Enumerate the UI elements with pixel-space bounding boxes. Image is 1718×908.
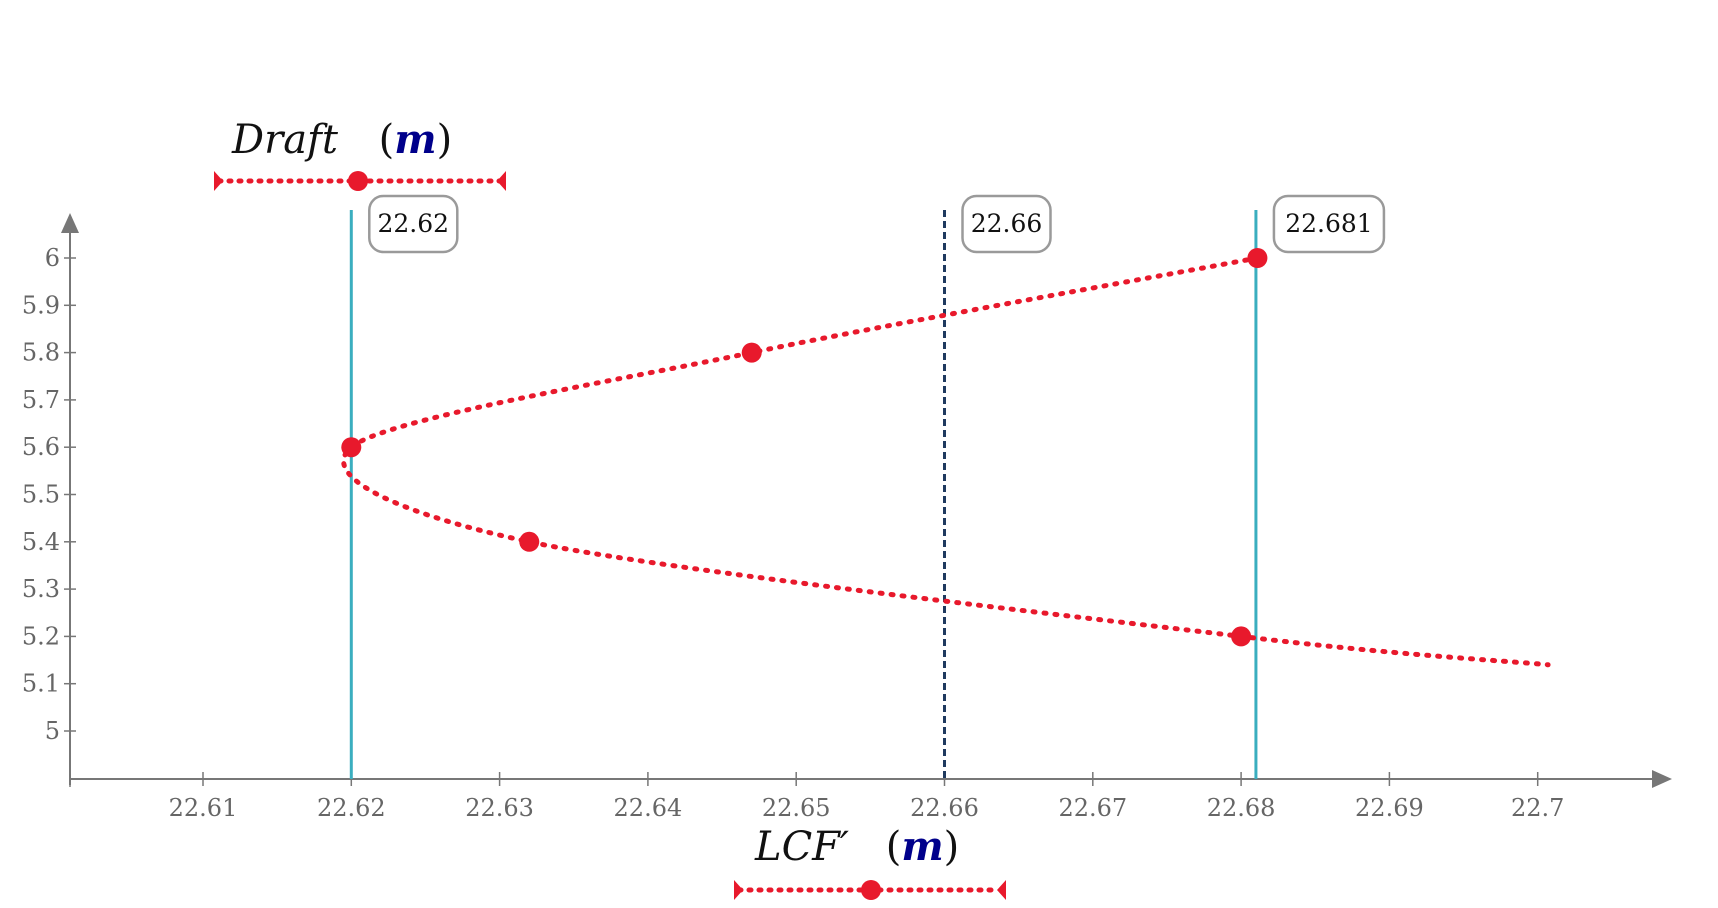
marker-label-box bbox=[1272, 194, 1386, 254]
y-tick-label: 5.2 bbox=[22, 622, 60, 650]
y-ticks-group: 5 5.1 5.2 5.3 5.4 5.5 5.6 5.7 5.8 5.9 6 bbox=[22, 244, 76, 745]
y-tick-label: 5.1 bbox=[22, 670, 60, 698]
y-tick-label: 5.4 bbox=[22, 528, 60, 556]
marker-label: 22.681 bbox=[1285, 209, 1372, 238]
y-tick-label: 5.6 bbox=[22, 433, 60, 461]
data-point bbox=[741, 342, 762, 363]
slider-right-end-icon bbox=[497, 171, 506, 191]
y-axis-arrow-icon bbox=[61, 213, 79, 233]
data-point bbox=[341, 437, 362, 458]
marker-label-box bbox=[961, 194, 1052, 254]
data-point bbox=[519, 531, 540, 552]
marker-label-box bbox=[368, 194, 459, 254]
x-tick-label: 22.67 bbox=[1058, 794, 1127, 822]
x-tick-label: 22.61 bbox=[169, 794, 238, 822]
x-tick-label: 22.62 bbox=[317, 794, 386, 822]
y-tick-label: 5.5 bbox=[22, 481, 60, 509]
x-axis-legend-slider bbox=[734, 880, 1006, 900]
axes-group bbox=[61, 213, 1672, 788]
data-point bbox=[1231, 626, 1252, 647]
y-axis-unit: m bbox=[394, 116, 436, 163]
data-point bbox=[1247, 248, 1268, 268]
x-tick-label: 22.64 bbox=[614, 794, 683, 822]
y-tick-label: 5.7 bbox=[22, 386, 60, 414]
x-tick-label: 22.7 bbox=[1511, 794, 1564, 822]
series-curve bbox=[341, 255, 1551, 668]
x-axis-title: LCF′ (m) bbox=[754, 823, 959, 870]
series-group bbox=[341, 248, 1551, 668]
slider-knob-icon bbox=[348, 171, 368, 191]
x-tick-label: 22.66 bbox=[910, 794, 979, 822]
y-tick-label: 5.8 bbox=[22, 339, 60, 367]
slider-left-end-icon bbox=[214, 171, 223, 191]
x-ticks-group: 22.61 22.62 22.63 22.64 22.65 22.66 22.67 22.68… bbox=[69, 772, 1564, 822]
x-tick-label: 22.63 bbox=[465, 794, 534, 822]
x-tick-label: 22.65 bbox=[762, 794, 831, 822]
marker-label: 22.62 bbox=[378, 209, 450, 238]
x-tick-label: 22.69 bbox=[1355, 794, 1424, 822]
y-tick-label: 5.9 bbox=[22, 291, 60, 319]
x-axis-arrow-icon bbox=[1652, 770, 1672, 788]
slider-left-end-icon bbox=[734, 880, 743, 900]
y-axis-legend-slider bbox=[214, 171, 506, 191]
y-axis-title-text: Draft bbox=[231, 117, 339, 163]
x-tick-label: 22.68 bbox=[1207, 794, 1276, 822]
y-tick-label: 5 bbox=[45, 717, 60, 745]
x-axis-title-text: LCF′ bbox=[754, 824, 849, 870]
y-axis-title: Draft (m) bbox=[231, 116, 452, 163]
x-axis-unit: m bbox=[901, 823, 943, 870]
y-tick-label: 5.3 bbox=[22, 575, 60, 603]
slider-right-end-icon bbox=[997, 880, 1006, 900]
slider-knob-icon bbox=[861, 880, 881, 900]
vertical-markers-group: 22.62 22.66 22.681 bbox=[349, 194, 1386, 779]
marker-label: 22.66 bbox=[971, 209, 1043, 238]
y-tick-label: 6 bbox=[45, 244, 60, 272]
